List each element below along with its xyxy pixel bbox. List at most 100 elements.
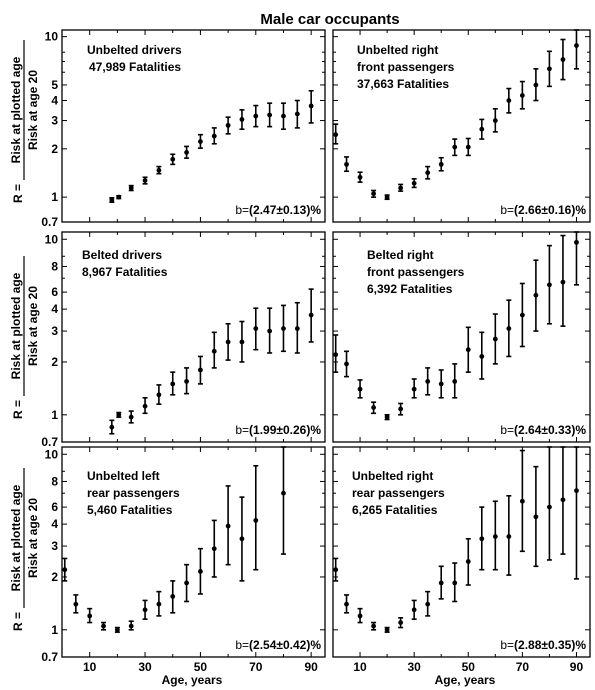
data-point: [560, 57, 566, 62]
data-point: [492, 336, 498, 342]
data-point: [109, 424, 115, 430]
data-point: [371, 405, 376, 410]
data-point: [225, 122, 231, 128]
data-point: [128, 623, 134, 629]
panel-annotation-line: rear passengers: [352, 486, 445, 500]
data-point: [267, 328, 273, 334]
b-value: (2.64±0.33)%: [514, 423, 586, 437]
x-tick-label: 10: [353, 660, 367, 674]
data-point: [411, 180, 417, 186]
data-point: [344, 601, 349, 607]
data-point: [239, 339, 245, 345]
b-value-label: b=(2.54±0.42)%: [235, 638, 321, 652]
data-point: [425, 601, 431, 607]
data-point: [547, 66, 552, 72]
panel-6: 10 30 50 70 90 Unbelted right rear passengers 6…: [332, 446, 591, 674]
data-point: [465, 347, 471, 353]
y-tick-label: 4: [51, 517, 58, 531]
data-point: [211, 133, 217, 139]
y-tick-label: 1: [51, 623, 58, 637]
panel-annotation-line: 8,967 Fatalities: [82, 265, 168, 279]
data-point: [398, 406, 404, 412]
panel-annotation-line: Belted drivers: [82, 248, 162, 262]
y-axis-label-denominator: Risk at age 20: [26, 286, 40, 366]
data-point: [211, 546, 217, 552]
data-point: [109, 197, 115, 203]
y-tick-label: 2: [51, 355, 58, 369]
panel-3: 0.7 1 2 3 4 6 8 10 Belted drivers 8,967 Fatalitie…: [41, 231, 326, 449]
data-point: [465, 559, 471, 564]
y-tick-label: 0.7: [41, 650, 58, 664]
data-point: [411, 607, 417, 613]
b-value-prefix: b=: [235, 423, 249, 437]
panel-annotation-line: Unbelted right: [352, 469, 433, 483]
data-point: [87, 613, 93, 619]
data-point: [267, 112, 273, 118]
panel-annotation-line: front passengers: [367, 265, 465, 279]
data-point: [184, 378, 189, 384]
plot-frame: [332, 446, 591, 658]
data-point: [438, 161, 444, 167]
b-value-prefix: b=: [500, 638, 514, 652]
y-axis-label-row-1: R = Risk at plotted age Risk at age 20: [9, 40, 40, 203]
y-tick-label: 0.7: [41, 215, 58, 229]
data-point: [198, 139, 203, 144]
data-point: [357, 613, 363, 619]
data-point: [225, 523, 231, 529]
b-value: (2.54±0.42)%: [249, 638, 321, 652]
data-point: [438, 580, 444, 586]
data-point: [281, 113, 286, 119]
data-point: [411, 386, 417, 392]
plot-frame: [61, 446, 326, 658]
data-point: [253, 518, 259, 523]
y-tick-label: 4: [51, 94, 58, 108]
x-tick-label: 30: [138, 660, 152, 674]
data-point: [357, 386, 363, 392]
plot-frame: [61, 231, 326, 443]
data-point: [101, 623, 106, 629]
data-point: [574, 239, 579, 245]
y-tick-label: 1: [51, 190, 58, 204]
y-tick-label: 6: [51, 500, 58, 514]
y-axis-label-numerator: Risk at plotted age: [9, 56, 23, 163]
y-axis-label-numerator: Risk at plotted age: [9, 484, 23, 591]
panel-annotation-line: 37,663 Fatalities: [357, 77, 449, 91]
x-axis-label-left: Age, years: [162, 673, 223, 687]
y-tick-label: 3: [51, 539, 58, 553]
b-value-label: b=(2.64±0.33)%: [500, 423, 586, 437]
data-point: [198, 569, 203, 574]
data-point: [294, 111, 300, 117]
data-point: [333, 567, 339, 573]
y-axis-label-denominator: Risk at age 20: [26, 498, 40, 578]
data-point: [452, 580, 458, 586]
data-point: [479, 354, 485, 359]
y-tick-label: 3: [51, 324, 58, 338]
x-tick-label: 90: [304, 660, 318, 674]
x-tick-label: 90: [570, 660, 584, 674]
y-axis-label-prefix: R =: [11, 612, 25, 631]
b-value-prefix: b=: [500, 203, 514, 217]
data-point: [371, 623, 376, 629]
x-tick-label: 50: [462, 660, 476, 674]
b-value-label: b=(1.99±0.26)%: [235, 423, 321, 437]
data-point: [519, 312, 525, 318]
data-point: [142, 607, 148, 613]
y-axis-label-row-2: R = Risk at plotted age Risk at age 20: [9, 256, 40, 419]
data-point: [294, 326, 300, 331]
y-tick-label: 10: [45, 447, 59, 461]
panel-annotation-line: Belted right: [367, 248, 434, 262]
data-point: [519, 498, 525, 504]
x-tick-label: 70: [516, 660, 530, 674]
y-tick-label: 2: [51, 570, 58, 584]
data-point: [533, 514, 539, 520]
panel-annotation-line: 47,989 Fatalities: [89, 60, 181, 74]
b-value-prefix: b=: [500, 423, 514, 437]
data-point: [333, 352, 339, 358]
y-axis-label-numerator: Risk at plotted age: [9, 272, 23, 379]
data-point: [114, 627, 120, 633]
data-point: [357, 174, 363, 180]
data-point: [142, 178, 148, 183]
panel-4: Belted right front passengers 6,392 Fatali…: [332, 231, 591, 443]
b-value-label: b=(2.66±0.16)%: [500, 203, 586, 217]
